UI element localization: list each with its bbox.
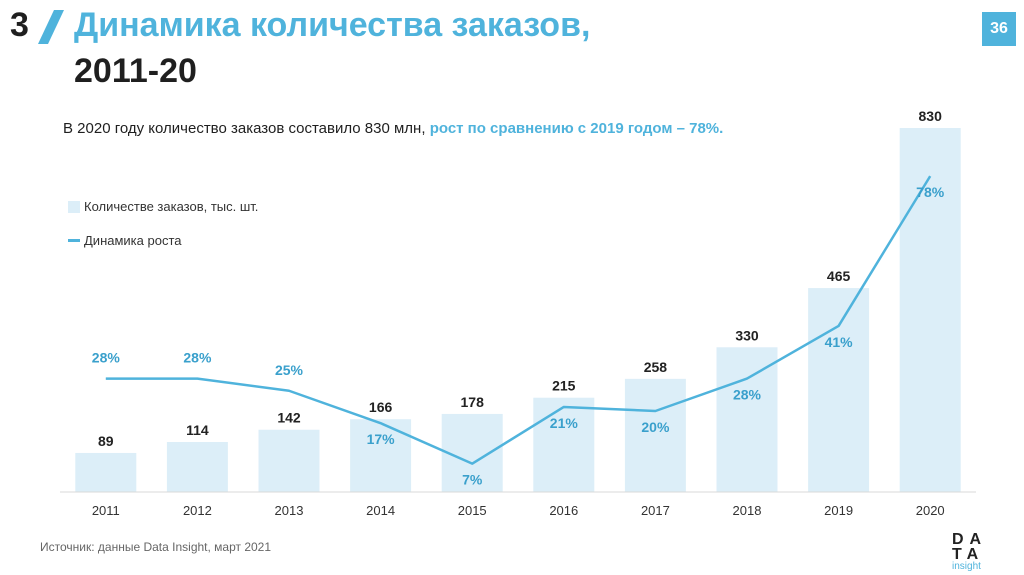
x-tick-2019: 2019: [824, 503, 853, 518]
bar-2011: [75, 452, 137, 492]
page-title-years: 2011-20: [74, 52, 197, 90]
x-tick-2015: 2015: [458, 503, 487, 518]
data-insight-logo: DA TA insight: [952, 531, 988, 572]
growth-label-2015: 7%: [462, 472, 483, 488]
bar-2019: [808, 288, 870, 492]
bar-2014: [350, 419, 412, 492]
source-note: Источник: данные Data Insight, март 2021: [40, 540, 272, 554]
bar-2015: [441, 413, 503, 492]
page-title: Динамика количества заказов,: [74, 6, 591, 44]
growth-label-2018: 28%: [733, 387, 762, 403]
legend-line: Динамика роста: [68, 233, 182, 248]
legend-bars: Количестве заказов, тыс. шт.: [68, 199, 258, 214]
growth-label-2020: 78%: [916, 184, 945, 200]
x-tick-2012: 2012: [183, 503, 212, 518]
growth-label-2017: 20%: [641, 419, 670, 435]
bar-2016: [533, 397, 595, 492]
x-tick-2013: 2013: [275, 503, 304, 518]
x-tick-2014: 2014: [366, 503, 395, 518]
x-tick-2017: 2017: [641, 503, 670, 518]
bar-label-2013: 142: [277, 410, 301, 426]
growth-label-2012: 28%: [183, 350, 212, 366]
x-tick-2016: 2016: [549, 503, 578, 518]
bar-2017: [624, 378, 686, 492]
bar-label-2020: 830: [919, 108, 943, 124]
bar-label-2011: 89: [98, 433, 114, 449]
legend-line-label: Динамика роста: [84, 233, 182, 248]
bar-2020: [899, 128, 961, 492]
bar-label-2014: 166: [369, 399, 393, 415]
growth-line: [105, 175, 932, 465]
chart-subtitle: В 2020 году количество заказов составило…: [63, 120, 723, 137]
bar-2018: [716, 347, 778, 492]
x-tick-2018: 2018: [733, 503, 762, 518]
subtitle-plain: В 2020 году количество заказов составило…: [63, 120, 430, 137]
bar-2012: [166, 442, 228, 492]
legend-line-swatch: [68, 239, 80, 242]
bar-label-2018: 330: [735, 327, 759, 343]
bar-label-2015: 178: [461, 394, 485, 410]
growth-label-2016: 21%: [550, 415, 579, 431]
bar-label-2016: 215: [552, 378, 576, 394]
legend-bar-swatch: [68, 200, 80, 213]
growth-label-2013: 25%: [275, 362, 304, 378]
slash-icon: [38, 10, 64, 44]
page-number-badge: 36: [982, 12, 1016, 46]
growth-label-2011: 28%: [92, 350, 121, 366]
x-tick-2020: 2020: [916, 503, 945, 518]
growth-label-2019: 41%: [825, 334, 854, 350]
bar-label-2019: 465: [827, 268, 851, 284]
subtitle-highlight: рост по сравнению с 2019 годом – 78%.: [429, 120, 724, 137]
section-number: 3: [10, 6, 29, 44]
bar-label-2017: 258: [644, 359, 668, 375]
x-tick-2011: 2011: [92, 503, 120, 518]
bar-label-2012: 114: [186, 422, 209, 438]
growth-label-2014: 17%: [367, 431, 396, 447]
bar-2013: [258, 429, 320, 492]
legend-bars-label: Количестве заказов, тыс. шт.: [84, 199, 259, 214]
